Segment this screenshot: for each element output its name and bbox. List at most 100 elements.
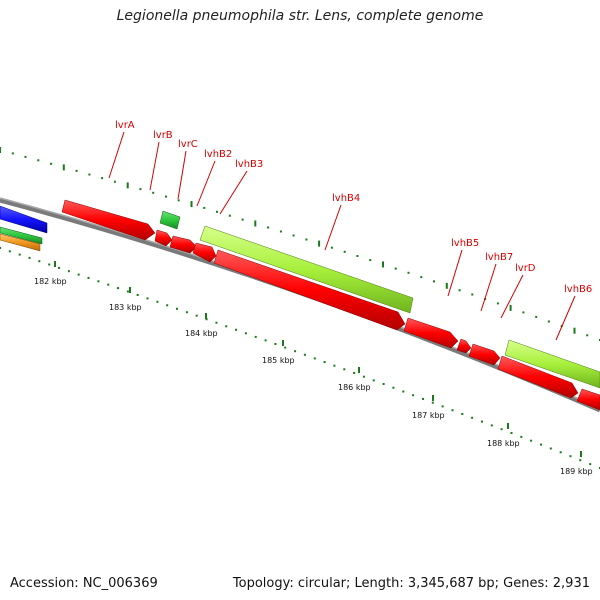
- outer-minor-tick: [433, 280, 435, 283]
- gene-leader-line: [219, 170, 248, 215]
- scale-minor-tick: [530, 439, 533, 442]
- gene-leader-line: [149, 141, 160, 191]
- gene-label-lvrD: lvrD: [515, 263, 536, 274]
- gene-leader-line: [447, 249, 463, 297]
- cds-arrow-lvhB6: [576, 388, 600, 411]
- scale-minor-tick: [146, 297, 149, 300]
- cds-arrow-lvrD: [497, 355, 579, 399]
- scale-tick-track: 182 kbp 183 kbp 184 kbp 185 kbp 186 kbp 187 k…: [0, 247, 600, 476]
- outer-minor-tick: [496, 302, 499, 305]
- scale-minor-tick: [481, 420, 483, 423]
- scale-minor-tick: [579, 459, 582, 462]
- scale-minor-tick: [392, 386, 395, 389]
- kbp-label: 183 kbp: [109, 303, 142, 312]
- kbp-label: 185 kbp: [262, 356, 295, 365]
- outer-minor-tick: [11, 152, 14, 155]
- gene-label-lvhB4: lvhB4: [332, 193, 360, 204]
- outer-minor-tick: [522, 311, 525, 314]
- scale-minor-tick: [156, 300, 159, 303]
- scale-minor-tick: [87, 276, 90, 279]
- scale-minor-tick: [500, 428, 503, 431]
- outer-major-tick: [382, 261, 384, 268]
- scale-minor-tick: [382, 383, 385, 385]
- outer-minor-tick: [292, 234, 295, 237]
- outer-minor-tick: [203, 206, 206, 209]
- cds-forward-track: [61, 199, 600, 411]
- gene-label-lvrC: lvrC: [178, 139, 198, 150]
- outer-minor-tick: [407, 271, 410, 274]
- outer-minor-tick: [37, 159, 40, 162]
- gene-label-lvhB7: lvhB7: [485, 252, 513, 263]
- scale-minor-tick: [333, 364, 336, 367]
- scale-minor-tick: [176, 307, 178, 310]
- scale-minor-tick: [235, 328, 238, 331]
- scale-minor-tick: [441, 405, 444, 408]
- gene-label-lvhB6: lvhB6: [564, 284, 592, 295]
- scale-minor-tick: [549, 447, 552, 450]
- outer-minor-tick: [50, 162, 53, 165]
- scale-minor-tick: [362, 375, 365, 378]
- outer-major-tick: [62, 164, 65, 171]
- scale-minor-tick: [28, 256, 31, 259]
- scale-minor-tick: [323, 361, 326, 363]
- scale-minor-tick: [559, 451, 562, 454]
- gene-leader-line: [177, 150, 187, 200]
- scale-minor-tick: [67, 270, 70, 273]
- outer-minor-tick: [471, 293, 474, 296]
- scale-minor-tick: [431, 401, 434, 404]
- kbp-label: 184 kbp: [185, 329, 218, 338]
- gene-leader-line: [108, 131, 125, 179]
- gene-leader-line: [500, 274, 524, 319]
- outer-minor-tick: [101, 177, 104, 180]
- outer-major-tick: [0, 147, 1, 153]
- feature-lime-1: [199, 225, 414, 314]
- scale-major-tick: [432, 395, 434, 401]
- scale-minor-tick: [136, 294, 139, 296]
- gene-leader-line: [196, 160, 216, 207]
- scale-minor-tick: [8, 250, 11, 253]
- outer-major-tick: [573, 327, 576, 334]
- outer-major-tick: [254, 220, 257, 227]
- kbp-label: 188 kbp: [487, 439, 520, 448]
- outer-major-tick: [190, 201, 193, 208]
- outer-tick-track: [0, 147, 600, 341]
- scale-major-tick: [129, 287, 131, 293]
- kbp-label: 187 kbp: [412, 411, 445, 420]
- scale-minor-tick: [412, 394, 415, 397]
- outer-minor-tick: [113, 180, 116, 183]
- outer-minor-tick: [139, 188, 142, 191]
- scale-minor-tick: [313, 357, 316, 360]
- outer-minor-tick: [177, 199, 180, 202]
- scale-minor-tick: [244, 332, 247, 335]
- outer-minor-tick: [24, 155, 27, 158]
- scale-major-tick: [507, 423, 509, 429]
- scale-minor-tick: [225, 325, 228, 328]
- gene-leader-line: [480, 263, 497, 312]
- feature-lime-2: [504, 339, 600, 389]
- outer-minor-tick: [458, 289, 461, 292]
- scale-minor-tick: [0, 247, 1, 249]
- gene-label-lvhB3: lvhB3: [235, 159, 263, 170]
- scale-minor-tick: [490, 424, 493, 427]
- scale-minor-tick: [284, 346, 287, 349]
- outer-major-tick: [445, 282, 448, 289]
- left-features: [0, 205, 48, 252]
- outer-minor-tick: [241, 218, 244, 221]
- outer-minor-tick: [369, 259, 372, 262]
- scale-major-tick: [580, 451, 582, 457]
- kbp-label: 186 kbp: [338, 383, 371, 392]
- cds-arrow-lvrB: [154, 229, 173, 247]
- gene-leader-line: [324, 204, 342, 251]
- outer-minor-tick: [88, 173, 91, 176]
- outer-minor-tick: [152, 191, 155, 194]
- scale-minor-tick: [185, 311, 188, 314]
- scale-major-tick: [358, 367, 360, 373]
- scale-minor-tick: [195, 314, 198, 317]
- gene-label-lvrB: lvrB: [153, 130, 173, 141]
- scale-major-tick: [205, 313, 207, 319]
- scale-minor-tick: [402, 390, 405, 393]
- outer-minor-tick: [420, 276, 423, 279]
- outer-minor-tick: [586, 334, 589, 337]
- outer-minor-tick: [279, 230, 282, 233]
- scale-minor-tick: [372, 379, 375, 382]
